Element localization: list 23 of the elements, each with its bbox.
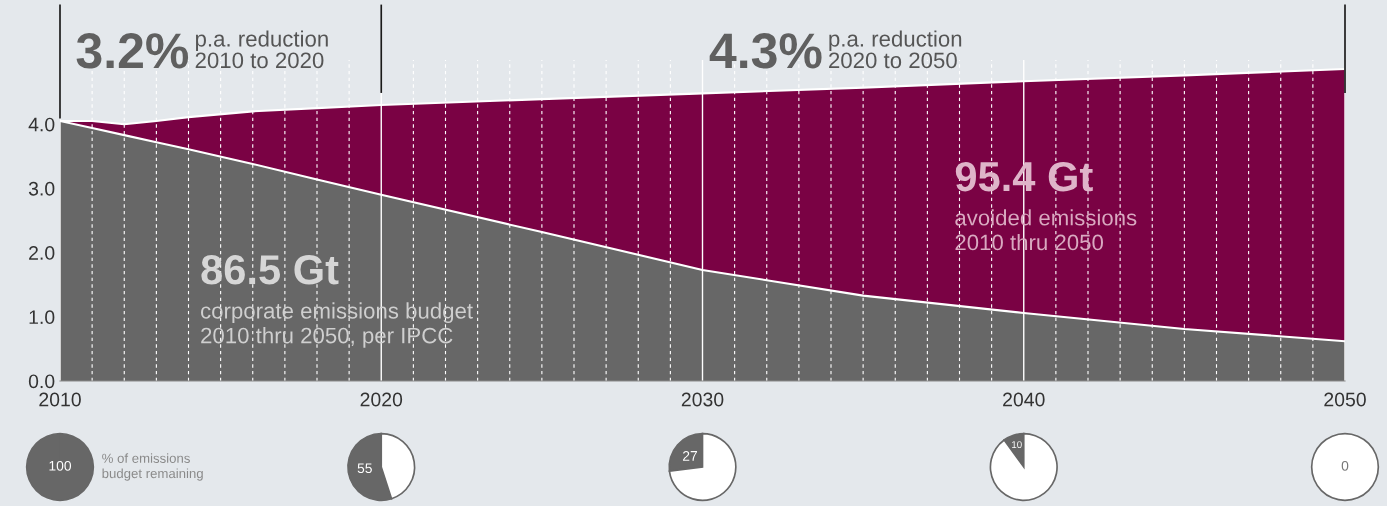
text: 0 — [1341, 460, 1349, 471]
data-label: 27 — [682, 450, 698, 461]
data-label: 10 — [1012, 441, 1022, 449]
annotation: 3.2% — [76, 33, 189, 69]
annotation: p.a. reduction 2010 to 2020 — [195, 30, 328, 69]
y-tick-label: 3.0 — [28, 181, 55, 196]
x-tick-label: 2050 — [1324, 392, 1366, 407]
data-label: 100 — [49, 460, 72, 471]
annotation: 86.5 Gt — [201, 254, 339, 285]
x-tick-label: 2040 — [1003, 392, 1045, 407]
annotation: p.a. reduction 2020 to 2050 — [829, 30, 962, 69]
x-tick-label: 2020 — [360, 392, 403, 407]
x-tick-label: 2010 — [39, 392, 81, 407]
data-label: 55 — [357, 463, 372, 474]
pie-slice — [989, 432, 1058, 502]
y-tick-label: 1.0 — [29, 310, 55, 325]
annotation: 4.3% — [709, 33, 822, 69]
y-tick-label: 4.0 — [28, 117, 55, 132]
x-tick-label: 2030 — [681, 392, 724, 407]
y-tick-label: 2.0 — [29, 246, 55, 260]
y-tick-label: 0.0 — [28, 374, 55, 389]
text: % of emissions budget remaining — [102, 453, 203, 481]
pie-slice — [668, 432, 737, 502]
